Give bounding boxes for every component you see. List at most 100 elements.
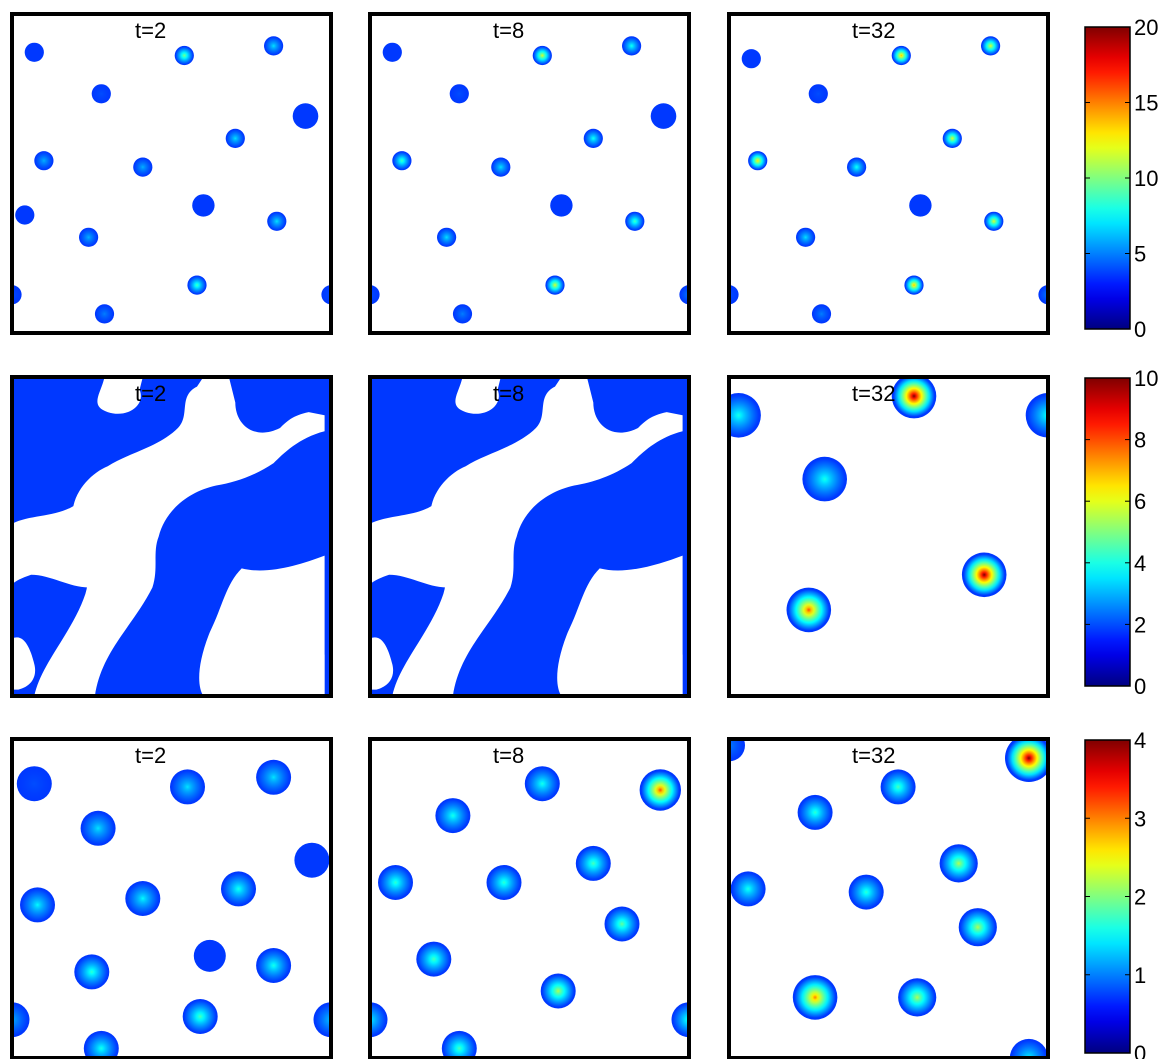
labyrinth-gap — [557, 555, 683, 696]
spot-mark — [650, 103, 677, 129]
spot-mark — [225, 128, 245, 148]
colorbar-tick-label: 2 — [1134, 612, 1146, 637]
spot-mark — [91, 84, 111, 104]
spot-mark — [904, 275, 924, 295]
spot-mark — [15, 205, 35, 225]
spot-mark — [961, 552, 1007, 598]
spot-mark — [437, 227, 457, 247]
panel-frame — [727, 12, 1050, 335]
colorbar-tick-label: 2 — [1134, 885, 1146, 910]
spot-mark — [786, 587, 832, 633]
spot-mark — [370, 1002, 388, 1038]
colorbar-row-2: 0 2 4 6 8 10 — [1084, 366, 1158, 699]
colorbar-gradient — [1084, 26, 1131, 330]
panel-frame — [10, 375, 333, 698]
spot-mark — [24, 42, 44, 62]
spot-mark — [34, 151, 54, 171]
spot-mark — [622, 36, 642, 56]
panel-row1-t-2: t=2 — [10, 12, 333, 335]
spot-mark — [174, 45, 194, 66]
spot-mark — [392, 151, 412, 171]
spot-mark — [193, 939, 226, 972]
panel-frame — [368, 12, 691, 335]
spot-mark — [575, 845, 611, 881]
colorbar-gradient — [1084, 739, 1131, 1054]
spot-mark — [1025, 393, 1048, 438]
colorbar-tick-label: 5 — [1134, 242, 1146, 267]
spot-mark — [942, 128, 962, 148]
spot-mark — [16, 766, 52, 802]
spot-mark — [524, 766, 560, 802]
spot-mark — [441, 1030, 477, 1058]
colorbar-gradient — [1084, 377, 1131, 687]
panel-time-label: t=2 — [135, 743, 166, 768]
colorbar-tick-label: 3 — [1134, 806, 1146, 831]
spot-mark — [94, 304, 115, 324]
spot-mark — [486, 865, 522, 900]
spot-mark — [545, 275, 565, 295]
panel-frame — [10, 12, 333, 335]
panel-time-label: t=32 — [852, 18, 895, 43]
spot-mark — [847, 157, 867, 177]
spot-mark — [984, 211, 1004, 231]
spot-mark — [729, 285, 739, 305]
spot-mark — [79, 227, 99, 247]
colorbar-tick-label: 0 — [1134, 674, 1146, 699]
spot-mark — [898, 978, 937, 1017]
panel-frame — [727, 375, 1050, 698]
colorbar-tick-label: 4 — [1134, 728, 1146, 753]
spot-mark — [435, 798, 471, 834]
spot-mark — [264, 36, 284, 56]
colorbar-tick-label: 1 — [1134, 963, 1146, 988]
spot-mark — [294, 842, 330, 878]
panel-row3-t-32: t=32 — [727, 737, 1050, 1059]
panel-frame — [368, 737, 691, 1059]
panel-time-label: t=8 — [493, 381, 524, 406]
spot-mark — [802, 456, 847, 502]
spot-mark — [639, 769, 681, 811]
spot-mark — [880, 769, 916, 805]
spot-mark — [182, 999, 218, 1034]
labyrinth-gap — [674, 654, 683, 696]
colorbar-tick-label: 10 — [1134, 166, 1158, 191]
spot-mark — [449, 84, 469, 104]
spot-mark — [540, 973, 576, 1009]
spot-mark — [192, 194, 215, 217]
panel-frame — [727, 737, 1050, 1059]
spot-mark — [292, 103, 319, 129]
panel-time-label: t=8 — [493, 18, 524, 43]
spot-mark — [1005, 739, 1048, 782]
chart-row-2: t=2 t=8 t=32 0 2 4 6 8 10 — [10, 366, 1158, 699]
panel-row2-t-2: t=2 — [10, 375, 333, 698]
spot-mark — [382, 42, 402, 62]
spot-mark — [80, 810, 116, 846]
spot-mark — [170, 769, 205, 805]
panel-background — [729, 14, 1048, 333]
spot-mark — [729, 393, 761, 438]
spot-mark — [848, 874, 884, 910]
labyrinth-gap — [12, 637, 36, 690]
spot-mark — [12, 285, 22, 305]
spot-mark — [313, 1002, 331, 1038]
spot-mark — [256, 948, 292, 983]
spot-mark — [221, 871, 256, 907]
labyrinth-gap — [199, 555, 325, 696]
spot-mark — [891, 377, 937, 419]
spot-mark — [604, 906, 640, 942]
labyrinth-gap — [455, 377, 501, 414]
panel-time-label: t=32 — [852, 381, 895, 406]
spot-mark — [981, 36, 1001, 56]
spot-mark — [187, 275, 207, 295]
labyrinth-gap — [34, 377, 325, 696]
spot-mark — [267, 211, 287, 231]
spot-mark — [741, 49, 761, 69]
labyrinth-gap — [392, 377, 683, 696]
panel-frame — [10, 737, 333, 1059]
chart-row-3: t=2 t=8 t=32 0 1 2 3 4 — [10, 728, 1146, 1059]
spot-mark — [12, 1002, 30, 1038]
spot-mark — [729, 739, 745, 762]
spot-mark — [256, 759, 292, 795]
panel-row3-t-8: t=8 — [368, 737, 691, 1059]
